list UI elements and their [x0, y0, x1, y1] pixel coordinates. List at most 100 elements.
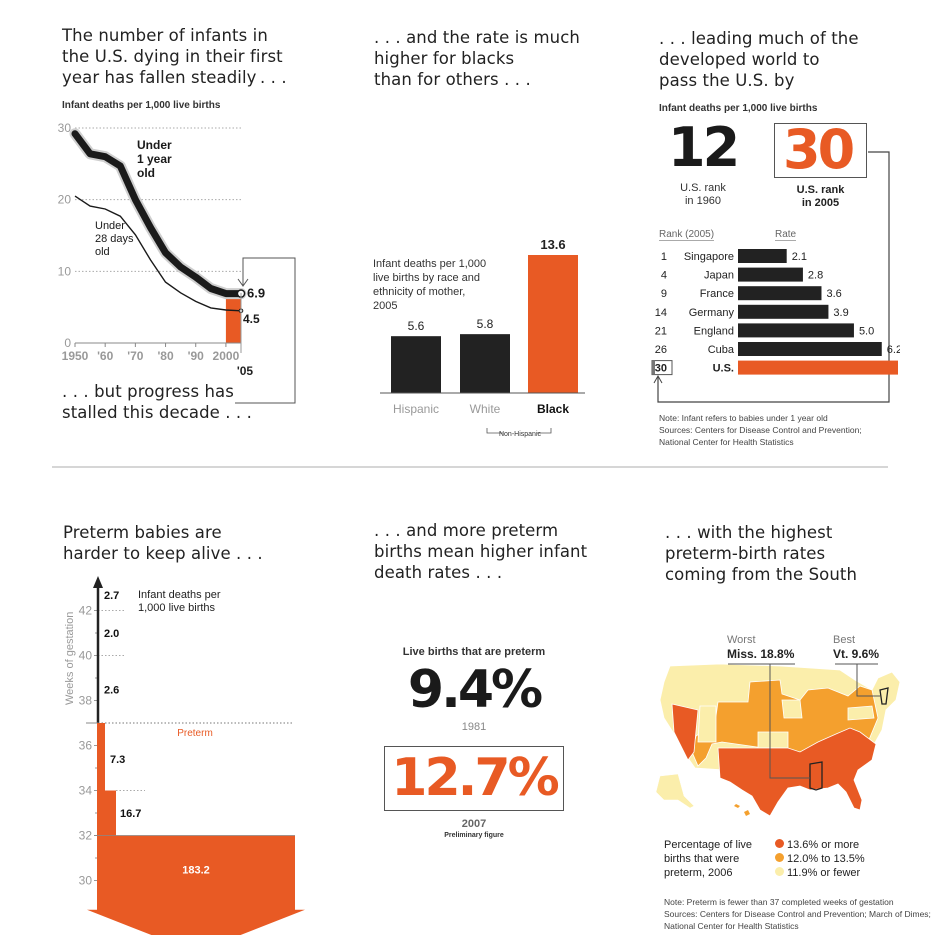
arrow-down-icon: [237, 278, 249, 287]
bar-category-label: Black: [537, 402, 569, 416]
country-bar: [738, 304, 829, 319]
panel5-headline: . . . and more preterm births mean highe…: [374, 520, 604, 583]
section-divider: [52, 466, 888, 468]
country-label: Singapore: [684, 251, 734, 263]
legend-label: 12.0% to 13.5%: [787, 853, 865, 865]
note-line: National Center for Health Statistics: [659, 437, 794, 447]
panel6-headline: . . . with the highest preterm-birth rat…: [665, 522, 905, 585]
country-bar: [738, 267, 803, 282]
note-line: Sources: Centers for Disease Control and…: [659, 425, 862, 435]
rank-2005-label: U.S. rank in 2005: [774, 184, 867, 210]
headline-line: harder to keep alive . . .: [63, 544, 263, 563]
headline-line: Preterm babies are: [63, 523, 222, 542]
segment-34-37: [97, 723, 105, 791]
bracket-line: [486, 428, 552, 434]
headline-line: death rates . . .: [374, 563, 503, 582]
rate-label: 6.2: [887, 344, 900, 356]
panel3-subtitle: Infant deaths per 1,000 live births: [659, 103, 818, 114]
race-bar-chart: 5.6 Hispanic 5.8 White 13.6 Black Non-Hispani…: [380, 237, 585, 438]
legend-label: 11.9% or fewer: [787, 867, 861, 879]
rank-label: 21: [655, 325, 667, 337]
rate-label: 5.0: [859, 325, 874, 337]
x-tick-label: '90: [188, 349, 205, 363]
under1-line: [71, 130, 245, 298]
rate-label: 3.9: [833, 307, 848, 319]
best-leader: [835, 663, 880, 697]
x-tick-label: 2000: [213, 349, 240, 363]
footer-line: . . . but progress has: [62, 382, 234, 401]
y-tick-label: 0: [64, 336, 71, 350]
y-tick-label: 10: [58, 264, 72, 278]
gestation-legend: Infant deaths per 1,000 live births: [138, 589, 224, 614]
segment-value-label: 2.6: [104, 684, 119, 696]
rank-label: 26: [655, 344, 667, 356]
x-tick-label: '60: [97, 349, 114, 363]
headline-line: coming from the South: [665, 565, 858, 584]
y-tick-label: 30: [58, 121, 72, 135]
segment-value-label: 7.3: [110, 754, 125, 766]
bar-white: [460, 334, 510, 393]
gestation-chart: 30 32 34 36 38 40 42 2.7 2.0 2.6 7.3 16.7 183.2 Week…: [64, 576, 305, 935]
headline-line: births mean higher infant: [374, 542, 588, 561]
legend-label: 13.6% or more: [787, 839, 860, 851]
bar-value-label: 5.8: [477, 317, 494, 331]
legend-item: 12.0% to 13.5%: [775, 852, 865, 866]
country-label: Japan: [704, 270, 734, 282]
segment-32-34: [97, 790, 116, 836]
label-line: in 1960: [684, 195, 722, 207]
map-region-iowa: [781, 699, 803, 719]
y-tick-label: 36: [79, 739, 93, 753]
legend-swatch-light: [775, 867, 784, 876]
under28-label: Under 28 days old: [95, 220, 137, 258]
y-tick-label: 40: [79, 649, 93, 663]
segment-value-label: 2.7: [104, 590, 119, 602]
year-2007: 2007: [461, 818, 487, 830]
worst-leader: [728, 663, 810, 779]
map-region-hawaii: [734, 804, 750, 816]
headline-line: preterm-birth rates: [665, 544, 826, 563]
bar-hispanic: [391, 336, 441, 393]
label-line: U.S. rank: [796, 184, 845, 196]
label-line: U.S. rank: [680, 182, 726, 194]
legend-title-line: births that were: [664, 853, 740, 865]
y-tick-label: 38: [79, 694, 93, 708]
vermont-outline: [879, 687, 889, 705]
y-tick-label: 32: [79, 829, 93, 843]
legend-item: 13.6% or more: [775, 838, 865, 852]
rank-label: 4: [661, 270, 667, 282]
caption-line: live births by race and: [373, 272, 480, 284]
preterm-label: Preterm: [177, 728, 213, 739]
label-line: in 2005: [801, 197, 840, 209]
rate-label: 2.1: [792, 251, 807, 263]
map-region-utah: [697, 705, 717, 743]
segment-value-label: 16.7: [120, 808, 141, 820]
value-2007: 12.7%: [391, 748, 559, 808]
caption-line: 2005: [373, 300, 398, 312]
map-legend-title: Percentage of live births that were pret…: [664, 838, 752, 880]
panel1-headline: The number of infants in the U.S. dying …: [62, 25, 312, 88]
rate-label: 2.8: [808, 270, 823, 282]
map-region-alaska: [655, 773, 695, 809]
headline-line: . . . and more preterm: [374, 521, 559, 540]
bar-category-label: Hispanic: [393, 402, 439, 416]
note-line: Sources: Centers for Disease Control and…: [664, 909, 931, 919]
under28-line: [74, 195, 242, 312]
legend-item: 11.9% or fewer: [775, 866, 865, 880]
col-rank-header: Rank (2005): [659, 229, 715, 241]
headline-line: than for others . . .: [374, 70, 531, 89]
rate-label: 3.6: [826, 288, 841, 300]
rank-label: 30: [655, 363, 667, 375]
best-value: Vt. 9.6%: [833, 647, 880, 661]
map-legend: 13.6% or more 12.0% to 13.5% 11.9% or fe…: [775, 838, 865, 880]
us-rank-box-edge: [652, 360, 655, 375]
panel5-subtitle: Live births that are preterm: [402, 646, 546, 658]
rank-connector: [653, 151, 890, 403]
bar-black: [528, 255, 578, 393]
headline-line: year has fallen steadily . . .: [62, 68, 287, 87]
bar-value-label: 13.6: [540, 237, 565, 252]
x-tick-label: '80: [157, 349, 174, 363]
non-hispanic-label: Non-Hispanic: [499, 431, 542, 438]
segment-value-label: 2.0: [104, 628, 119, 640]
x-tick-label: 1950: [62, 349, 89, 363]
arrow-up-icon: [653, 374, 663, 384]
